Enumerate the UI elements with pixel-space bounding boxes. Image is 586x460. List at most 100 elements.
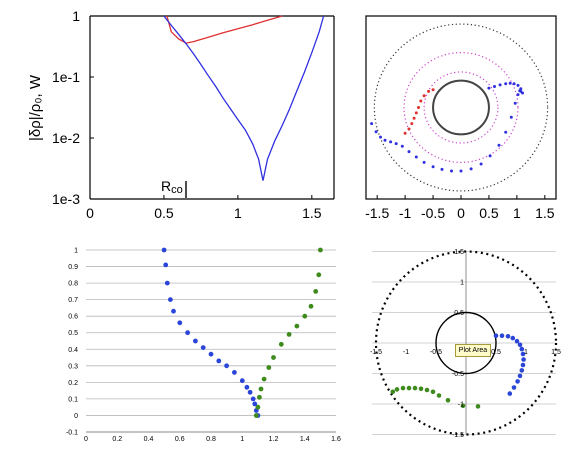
x-tick-label: 1: [524, 349, 528, 356]
y-axis-label: |δρ|/ρ₀, W: [27, 74, 44, 141]
y-tick-label: 1.5: [454, 249, 464, 256]
series-0-point: [177, 320, 183, 326]
y-tick-label: 0.7: [68, 297, 78, 304]
series-1-point: [389, 140, 393, 144]
x-tick-label: 1.5: [551, 349, 561, 356]
series-1-point: [294, 323, 300, 329]
y-tick-label: 1e-3: [52, 191, 80, 207]
series-1-point: [406, 385, 412, 391]
series-1-point: [379, 135, 382, 139]
series-1-point: [513, 101, 517, 105]
series-1-point: [488, 154, 492, 158]
series-0-point: [239, 378, 245, 384]
series-1-point: [266, 365, 272, 370]
series-0-point: [208, 351, 214, 357]
series-0-point: [250, 396, 256, 402]
series-1-point: [286, 332, 292, 337]
ring-1: [403, 51, 519, 164]
series-0-point: [520, 351, 526, 357]
series-1-point: [504, 130, 508, 134]
series-1-point: [509, 115, 513, 119]
series-1-point: [316, 272, 322, 278]
series-1-point: [255, 404, 261, 410]
series-0-point: [519, 346, 525, 352]
y-tick-label: 0.1: [68, 396, 78, 403]
series-1-point: [497, 143, 501, 147]
series-1-point: [400, 385, 406, 391]
y-tick-label: 0.8: [68, 281, 78, 288]
ring-0: [373, 23, 549, 192]
series-1-point: [257, 394, 262, 400]
x-tick-label: -1.5: [370, 349, 382, 356]
series-1-point: [302, 313, 308, 319]
y-tick-label: 1e-1: [52, 69, 80, 85]
x-tick-label: 0.4: [144, 436, 154, 443]
series-0-point: [252, 401, 258, 407]
series-0-point: [414, 111, 418, 115]
x-tick-label: 0: [84, 436, 88, 443]
series-2-point: [487, 86, 491, 90]
series-1-point: [445, 398, 451, 403]
x-tick-label: 0: [457, 205, 465, 221]
series-0-point: [511, 385, 517, 390]
panel-bottom-left: -0.1 0 0.1 0.2 0.3 0.4 0.5 0.6 0.7 0.8 0.9 1 0 0.2 0.4…: [66, 248, 341, 444]
series-1-point: [400, 144, 404, 148]
series-0-point: [410, 122, 414, 126]
y-tick-label: 0.3: [68, 363, 78, 370]
series-0-point: [403, 131, 407, 135]
x-tick-label: 1.4: [300, 436, 310, 443]
series-0-point: [163, 262, 169, 268]
series-0-point: [517, 342, 523, 348]
series-0-point: [519, 368, 525, 373]
series-0-point: [224, 363, 230, 369]
series-0-point: [515, 379, 520, 384]
annotation-rco: Rco: [161, 178, 183, 196]
x-tick-label: 1.2: [269, 436, 279, 443]
series-0-point: [427, 89, 431, 93]
ring-1: [435, 311, 497, 375]
series-1-point: [422, 160, 426, 164]
series-2-point: [504, 82, 508, 86]
y-tick-label: 0.4: [68, 347, 78, 354]
series-0-point: [412, 116, 416, 120]
y-tick-label: -0.1: [66, 430, 78, 437]
x-tick-label: 0.5: [479, 205, 499, 221]
y-tick-label: 0.6: [68, 314, 78, 321]
x-tick-label: -1.5: [365, 205, 389, 221]
series-1-point: [271, 355, 276, 360]
series-0-point: [493, 333, 499, 339]
y-tick-label: -1.5: [452, 432, 464, 439]
x-tick-label: 1.6: [331, 436, 341, 443]
y-tick-label: 0.2: [68, 380, 78, 387]
series-2-point: [512, 82, 516, 86]
series-2-point: [498, 83, 502, 87]
ring-0: [374, 250, 558, 436]
x-tick-label: 0: [86, 205, 94, 221]
x-tick-label: -0.5: [430, 349, 442, 356]
series-0-point: [200, 345, 206, 350]
series-0-point: [193, 338, 198, 344]
series-1-point: [253, 413, 259, 418]
series-0-point: [168, 297, 173, 302]
series-1-point: [313, 289, 319, 294]
series-0-point: [417, 106, 420, 109]
series-1-point: [390, 389, 396, 395]
series-2-point: [519, 87, 523, 91]
series-1-point: [278, 341, 284, 347]
series-0-point: [244, 384, 250, 390]
x-tick-label: 1: [240, 436, 244, 443]
x-tick-label: 1.5: [302, 205, 322, 221]
series-1-point: [261, 376, 267, 382]
series-0-point: [232, 370, 237, 375]
y-tick-label: 0.5: [454, 310, 464, 317]
series-1-point: [418, 386, 424, 392]
series-1-point: [479, 162, 483, 166]
series-0-point: [514, 338, 520, 344]
series-line-0: [166, 15, 283, 44]
series-1-point: [308, 303, 314, 309]
series-1-point: [431, 165, 435, 169]
y-tick-label: 1: [74, 248, 78, 255]
series-2-point: [508, 81, 512, 85]
y-tick-label: 1: [460, 280, 464, 287]
